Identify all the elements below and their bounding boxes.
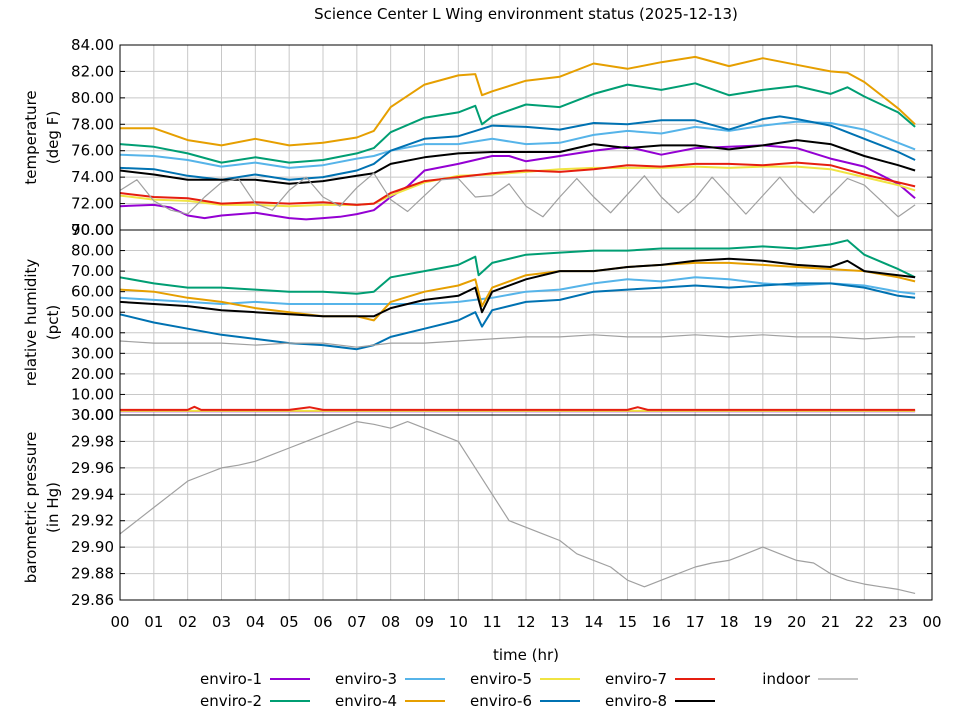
legend-entry-enviro-2: enviro-2: [200, 692, 310, 710]
x-tick-label: 07: [347, 613, 366, 631]
series-line-indoor: [120, 422, 915, 594]
legend-entry-enviro-6: enviro-6: [470, 692, 580, 710]
legend-label: indoor: [762, 670, 811, 688]
y-axis-label: temperature: [22, 90, 40, 184]
y-tick-label: 29.86: [71, 591, 114, 609]
legend-label: enviro-8: [605, 692, 667, 710]
environment-chart: Science Center L Wing environment status…: [0, 0, 960, 720]
x-tick-label: 10: [449, 613, 468, 631]
x-tick-label: 20: [787, 613, 806, 631]
series-line-enviro-1: [120, 145, 915, 219]
y-tick-label: 74.00: [71, 168, 114, 186]
y-tick-label: 29.96: [71, 459, 114, 477]
panel-grid: [120, 415, 932, 600]
legend-entry-enviro-3: enviro-3: [335, 670, 445, 688]
x-tick-label: 06: [313, 613, 332, 631]
series-line-enviro-7: [120, 407, 915, 410]
x-tick-label: 02: [178, 613, 197, 631]
x-tick-label: 09: [415, 613, 434, 631]
y-tick-label: 76.00: [71, 142, 114, 160]
panel-grid: [120, 230, 932, 415]
x-tick-label: 03: [212, 613, 231, 631]
legend-label: enviro-5: [470, 670, 532, 688]
y-tick-label: 80.00: [71, 242, 114, 260]
x-tick-label: 00: [110, 613, 129, 631]
y-tick-label: 29.90: [71, 538, 114, 556]
y-tick-label: 40.00: [71, 324, 114, 342]
panel-series: [120, 240, 915, 411]
legend-entry-enviro-7: enviro-7: [605, 670, 715, 688]
y-tick-label: 82.00: [71, 62, 114, 80]
legend-entry-indoor: indoor: [762, 670, 858, 688]
x-axis-label: time (hr): [493, 646, 559, 664]
panel-1: 0.00 10.00 20.00 30.00 40.00 50.00 60.00 70.00 8…: [22, 221, 932, 424]
x-tick-label: 00: [922, 613, 941, 631]
y-tick-label: 60.00: [71, 283, 114, 301]
y-tick-label: 84.00: [71, 36, 114, 54]
x-tick-label: 17: [686, 613, 705, 631]
x-tick-label: 08: [381, 613, 400, 631]
x-tick-label: 01: [144, 613, 163, 631]
series-line-enviro-3: [120, 122, 915, 168]
y-axis-label: barometric pressure: [22, 432, 40, 584]
y-tick-label: 30.00: [71, 406, 114, 424]
x-tick-label: 13: [550, 613, 569, 631]
y-tick-label: 72.00: [71, 195, 114, 213]
y-tick-label: 10.00: [71, 385, 114, 403]
legend-entry-enviro-5: enviro-5: [470, 670, 580, 688]
x-tick-label: 14: [584, 613, 603, 631]
x-tick-label: 22: [855, 613, 874, 631]
y-tick-label: 20.00: [71, 365, 114, 383]
x-tick-label: 04: [246, 613, 265, 631]
y-tick-label: 50.00: [71, 303, 114, 321]
panel-series: [120, 57, 915, 220]
x-tick-label: 12: [516, 613, 535, 631]
x-tick-label: 15: [618, 613, 637, 631]
y-axis-label: relative humidity: [22, 259, 40, 387]
y-tick-label: 30.00: [71, 344, 114, 362]
legend-entry-enviro-4: enviro-4: [335, 692, 445, 710]
x-tick-label: 05: [280, 613, 299, 631]
panel-0: 70.00 72.00 74.00 76.00 78.00 80.00 82.00 84.00…: [22, 36, 932, 239]
y-tick-label: 70.00: [71, 262, 114, 280]
chart-panels: 70.00 72.00 74.00 76.00 78.00 80.00 82.00 84.00…: [22, 36, 942, 631]
y-tick-label: 78.00: [71, 115, 114, 133]
legend-entry-enviro-8: enviro-8: [605, 692, 715, 710]
legend-label: enviro-2: [200, 692, 262, 710]
series-line-enviro-3: [120, 277, 915, 304]
y-axis-label-units: (in Hg): [44, 482, 62, 533]
series-line-enviro-5: [120, 167, 915, 207]
y-tick-label: 90.00: [71, 221, 114, 239]
legend-label: enviro-6: [470, 692, 532, 710]
x-tick-label: 19: [753, 613, 772, 631]
legend-label: enviro-7: [605, 670, 667, 688]
x-tick-label: 16: [652, 613, 671, 631]
y-tick-label: 29.94: [71, 485, 114, 503]
series-line-enviro-7: [120, 163, 915, 205]
y-tick-label: 29.88: [71, 565, 114, 583]
y-axis-label-units: (deg F): [44, 111, 62, 164]
x-tick-label: 23: [889, 613, 908, 631]
series-line-enviro-4: [120, 57, 915, 145]
y-tick-label: 29.98: [71, 432, 114, 450]
series-line-indoor: [120, 173, 915, 217]
x-tick-label: 11: [483, 613, 502, 631]
panel-2: 29.86 29.88 29.90 29.92 29.94 29.96 29.98 30.00…: [22, 406, 932, 609]
panel-series: [120, 422, 915, 594]
x-tick-label: 18: [719, 613, 738, 631]
legend-label: enviro-1: [200, 670, 262, 688]
y-axis-label-units: (pct): [44, 305, 62, 340]
x-tick-label: 21: [821, 613, 840, 631]
legend-label: enviro-4: [335, 692, 397, 710]
chart-legend: enviro-1 enviro-2 enviro-3 enviro-4 enviro-5…: [200, 670, 858, 710]
legend-entry-enviro-1: enviro-1: [200, 670, 310, 688]
y-tick-label: 29.92: [71, 512, 114, 530]
y-tick-label: 80.00: [71, 89, 114, 107]
legend-label: enviro-3: [335, 670, 397, 688]
chart-title: Science Center L Wing environment status…: [314, 5, 738, 23]
